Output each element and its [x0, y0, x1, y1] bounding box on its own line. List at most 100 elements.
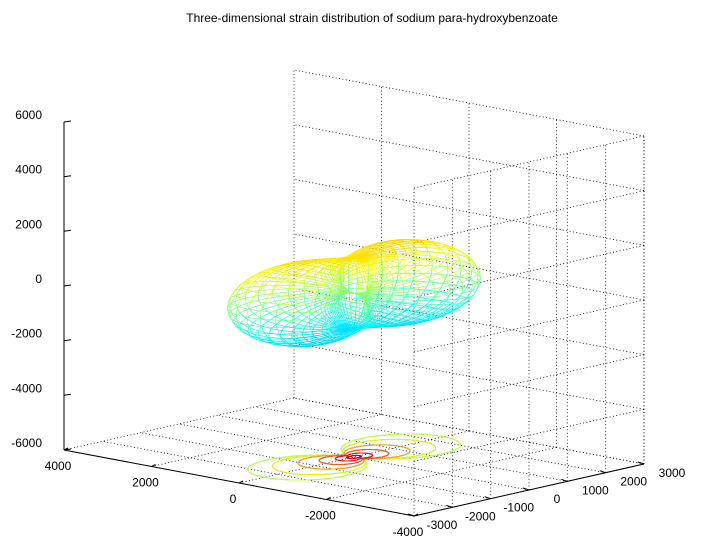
surface-meridian	[432, 269, 439, 274]
surface-ring	[454, 258, 460, 264]
surface-meridian	[315, 296, 318, 300]
surface-ring	[393, 256, 396, 260]
surface-ring	[398, 258, 415, 261]
surface-meridian	[252, 272, 262, 278]
surface-meridian	[340, 331, 346, 336]
surface-meridian	[373, 316, 375, 321]
surface-meridian	[400, 307, 403, 312]
surface-meridian	[315, 259, 323, 263]
surface-meridian	[384, 322, 391, 326]
surface-ring	[384, 303, 393, 307]
surface-meridian	[308, 310, 312, 315]
surface-ring	[344, 333, 353, 339]
surface-meridian	[372, 242, 377, 246]
surface-meridian	[370, 264, 376, 270]
surface-meridian	[384, 249, 394, 253]
surface-ring	[252, 317, 261, 323]
surface-ring	[376, 301, 385, 305]
surface-meridian	[253, 276, 261, 283]
surface-meridian	[323, 281, 327, 285]
surface-meridian	[322, 331, 332, 334]
surface-ring	[409, 312, 419, 315]
surface-meridian	[308, 268, 312, 273]
surface-meridian	[332, 297, 337, 301]
surface-meridian	[385, 313, 388, 318]
surface-meridian	[332, 281, 337, 286]
surface-meridian	[377, 258, 386, 261]
surface-meridian	[369, 281, 372, 286]
surface-meridian	[327, 280, 332, 285]
surface-meridian	[332, 316, 338, 322]
surface-meridian	[362, 250, 368, 255]
surface-meridian	[466, 279, 471, 288]
surface-meridian	[355, 263, 357, 267]
surface-ring	[345, 272, 353, 276]
surface-meridian	[457, 297, 467, 306]
surface-meridian	[258, 268, 270, 274]
surface-meridian	[328, 319, 334, 324]
surface-ring	[409, 242, 414, 246]
surface-ring	[288, 288, 303, 291]
surface-meridian	[323, 323, 331, 327]
surface-meridian	[310, 297, 314, 306]
surface-meridian	[246, 317, 249, 325]
surface-meridian	[471, 284, 473, 292]
surface-meridian	[295, 317, 302, 321]
surface-ring	[303, 264, 310, 266]
surface-meridian	[258, 300, 262, 305]
surface-meridian	[305, 274, 308, 279]
surface-meridian	[272, 289, 274, 294]
surface-ring	[281, 326, 286, 331]
surface-meridian	[364, 248, 369, 252]
surface-meridian	[391, 246, 403, 249]
surface-meridian	[376, 311, 379, 316]
surface-ring	[269, 308, 281, 314]
surface-meridian	[394, 280, 398, 289]
surface-meridian	[362, 297, 365, 300]
surface-meridian	[427, 247, 440, 250]
surface-ring	[349, 264, 354, 266]
surface-meridian	[391, 311, 394, 316]
surface-meridian	[248, 327, 259, 332]
surface-meridian	[351, 255, 353, 257]
surface-ring	[241, 287, 248, 291]
surface-meridian	[368, 284, 370, 288]
surface-meridian	[305, 337, 317, 340]
surface-meridian	[359, 295, 362, 298]
surface-meridian	[333, 275, 337, 281]
surface-meridian	[294, 339, 306, 342]
surface-meridian	[361, 308, 364, 313]
surface-ring	[241, 297, 252, 301]
surface-ring	[301, 275, 313, 278]
surface-meridian	[344, 262, 346, 266]
surface-meridian	[365, 269, 369, 274]
surface-meridian	[327, 301, 331, 306]
surface-ring	[458, 254, 461, 259]
surface-meridian	[322, 327, 331, 329]
surface-ring	[403, 283, 418, 288]
surface-ring	[434, 294, 450, 297]
surface-meridian	[371, 282, 374, 287]
surface-meridian	[227, 300, 230, 309]
surface-meridian	[289, 282, 292, 286]
surface-ring	[315, 298, 324, 302]
surface-meridian	[333, 265, 335, 270]
surface-meridian	[320, 275, 323, 280]
surface-ring	[388, 301, 401, 304]
surface-meridian	[376, 277, 379, 282]
surface-meridian	[304, 277, 306, 281]
surface-meridian	[357, 259, 363, 263]
surface-meridian	[414, 258, 416, 266]
surface-ring	[258, 297, 274, 301]
surface-ring	[236, 292, 247, 296]
surface-meridian	[409, 319, 421, 323]
surface-ring	[389, 268, 394, 272]
surface-ring	[454, 302, 463, 305]
surface-ring	[392, 311, 400, 315]
surface-meridian	[297, 269, 303, 274]
surface-meridian	[314, 263, 320, 267]
surface-meridian	[369, 269, 373, 275]
surface-ring	[390, 261, 393, 265]
surface-meridian	[364, 279, 367, 283]
surface-meridian	[329, 285, 332, 292]
